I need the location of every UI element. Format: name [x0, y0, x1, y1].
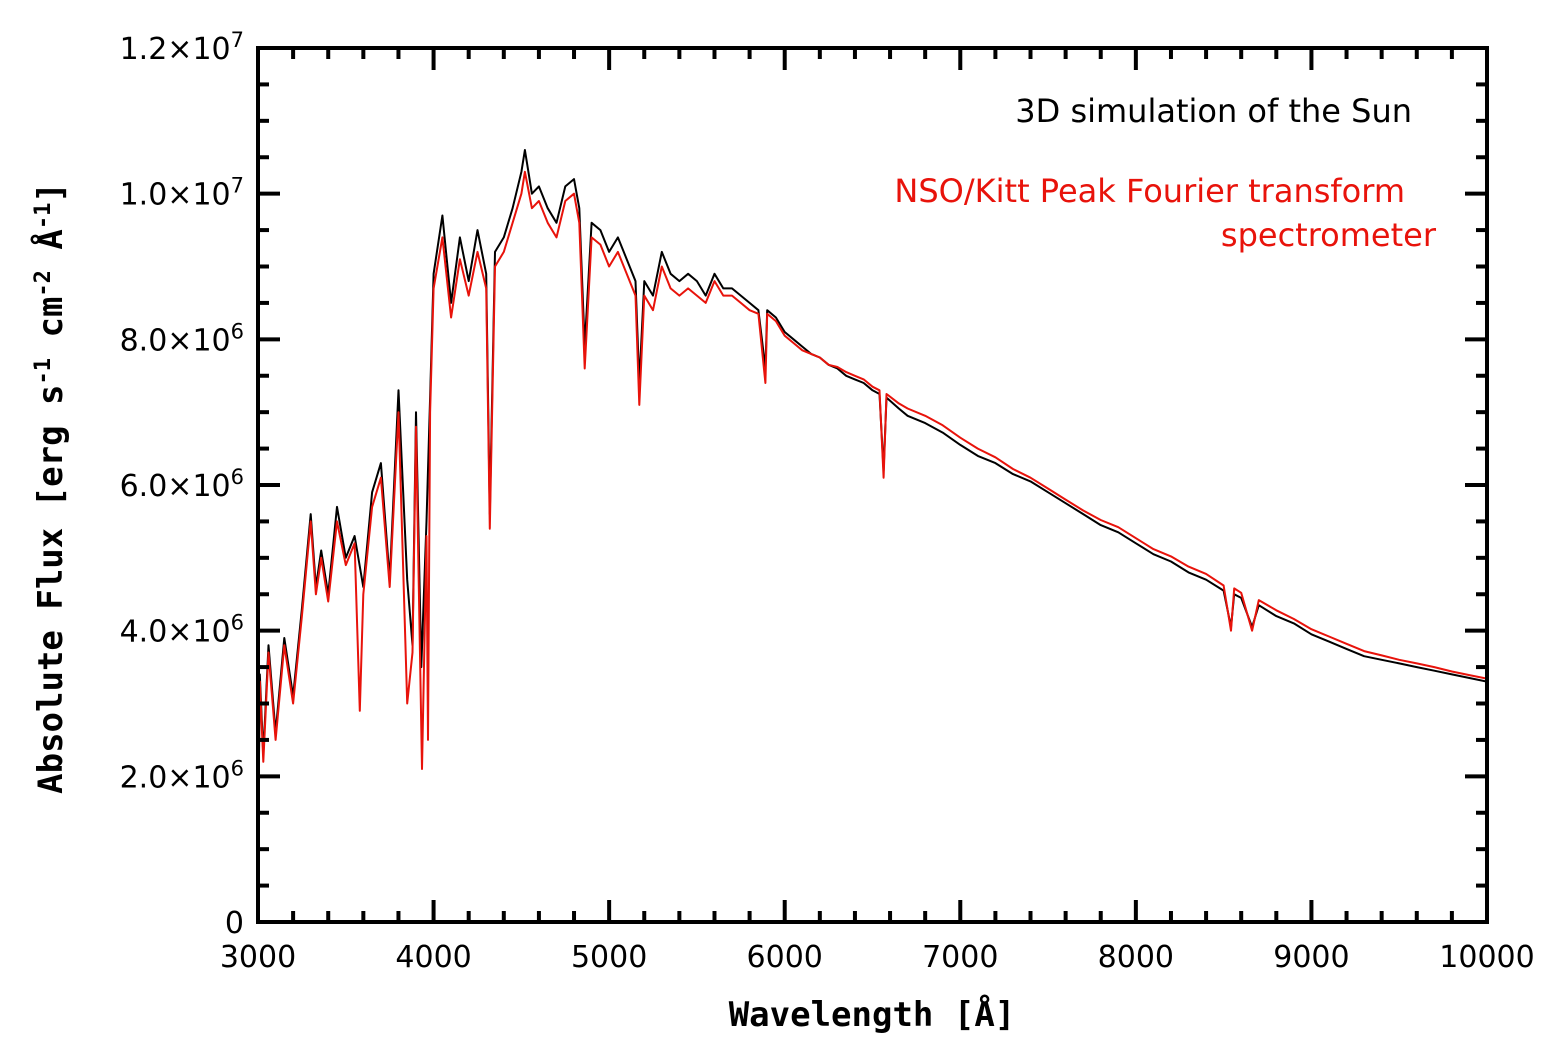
y-tick-label: 1.2×107	[120, 28, 244, 67]
x-tick-label: 9000	[1273, 940, 1349, 975]
y-tick-label: 1.0×107	[120, 174, 244, 213]
x-tick-label: 7000	[922, 940, 998, 975]
series-simulation-line	[258, 149, 1487, 857]
x-axis-title: Wavelength [Å]	[729, 994, 1016, 1035]
y-tick-labels: 0 2.0×106 4.0×106 6.0×106 8.0×106 1.0×107 1.2×…	[120, 28, 244, 941]
series-layer	[258, 149, 1487, 857]
ticks-layer	[256, 46, 1489, 924]
x-tick-label: 10000	[1439, 940, 1534, 975]
legend-entry-nso-line1: NSO/Kitt Peak Fourier transform	[894, 172, 1405, 210]
legend-entry-nso-line2: spectrometer	[1221, 216, 1437, 254]
series-nso-line	[258, 170, 1487, 842]
x-tick-label: 6000	[747, 940, 823, 975]
x-tick-label: 3000	[220, 940, 296, 975]
legend: 3D simulation of the Sun NSO/Kitt Peak F…	[894, 92, 1436, 254]
legend-entry-simulation: 3D simulation of the Sun	[1015, 92, 1412, 130]
y-tick-label: 8.0×106	[120, 319, 244, 358]
y-tick-label: 4.0×106	[120, 611, 244, 650]
x-tick-label: 5000	[571, 940, 647, 975]
x-tick-label: 8000	[1098, 940, 1174, 975]
y-tick-label: 6.0×106	[120, 465, 244, 504]
y-tick-label: 2.0×106	[120, 756, 244, 795]
x-tick-labels: 3000 4000 5000 6000 7000 8000 9000 10000	[220, 940, 1535, 975]
x-tick-label: 4000	[395, 940, 471, 975]
y-tick-label: 0	[225, 906, 244, 941]
y-axis-title: Absolute Flux [erg s-1 cm-2 Å-1]	[30, 182, 71, 794]
